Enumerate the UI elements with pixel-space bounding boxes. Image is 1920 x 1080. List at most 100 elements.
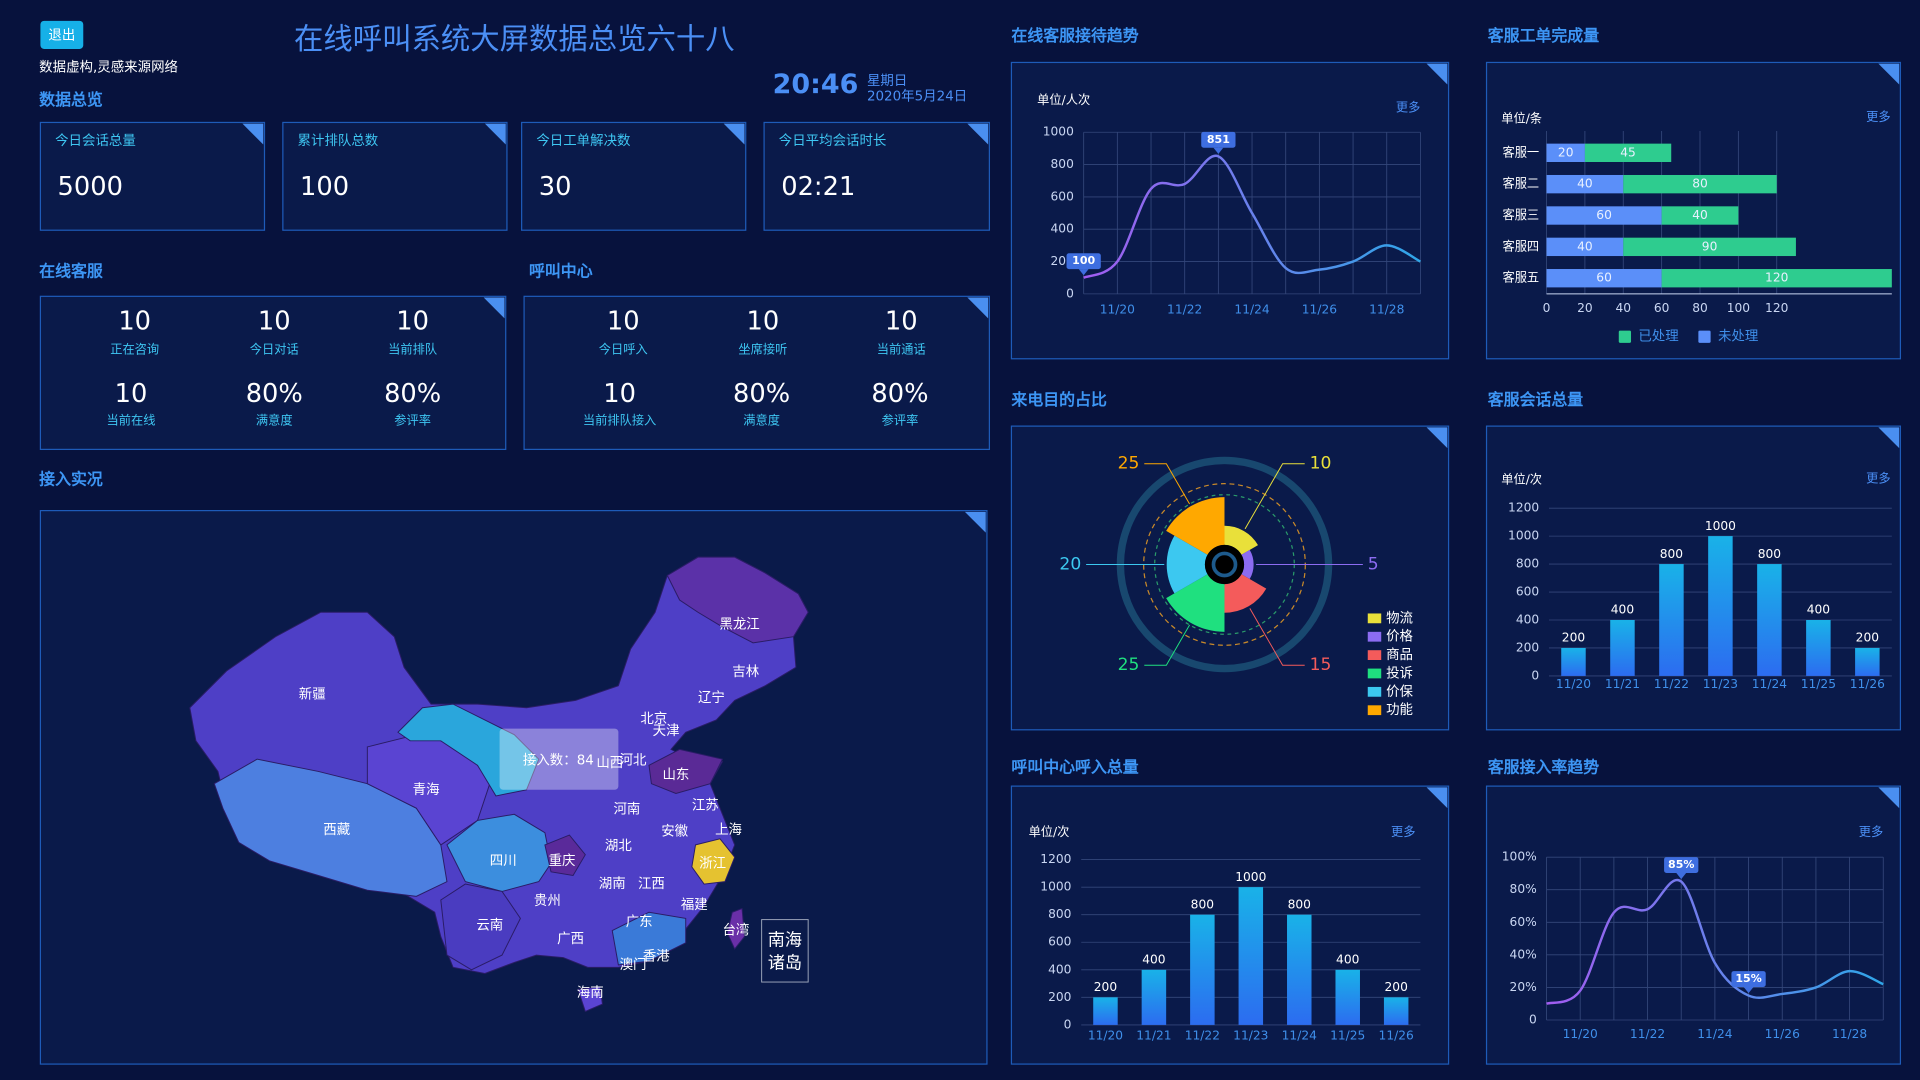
more-link[interactable]: 更多 [1859, 825, 1883, 839]
bar [1335, 969, 1360, 1025]
map-region [544, 834, 586, 877]
slice-label: 25 [1118, 454, 1140, 474]
x-tick-label: 11/28 [1369, 302, 1404, 316]
panel-corner [964, 511, 986, 533]
stat-value: 80% [246, 379, 303, 409]
weekday: 星期日 [867, 73, 907, 89]
panel-title: 客服接入率趋势 [1488, 757, 1599, 776]
rose-slice [1166, 574, 1225, 632]
y-tick-label: 600 [1048, 935, 1071, 949]
panel-corner [242, 123, 264, 145]
bar-segment [1546, 206, 1662, 225]
x-tick-label: 11/23 [1233, 1028, 1268, 1042]
y-tick-label: 客服四 [1502, 238, 1539, 253]
more-link[interactable]: 更多 [1396, 100, 1420, 114]
panel-title: 呼叫中心呼入总量 [1011, 757, 1138, 776]
province-label: 山东 [662, 767, 689, 783]
section-title: 接入实况 [39, 470, 103, 489]
panel-title: 客服会话总量 [1488, 390, 1584, 409]
y-tick-label: 600 [1516, 585, 1539, 599]
exit-label[interactable]: 退出 [48, 28, 75, 44]
x-tick-label: 11/28 [1832, 1027, 1867, 1041]
more-link[interactable]: 更多 [1391, 825, 1415, 839]
bar-segment [1546, 174, 1624, 194]
y-tick-label: 0 [1529, 1013, 1537, 1027]
bar-label: 400 [1336, 953, 1359, 967]
panel [763, 121, 991, 231]
stat-value: 10 [118, 307, 151, 337]
y-tick-label: 800 [1048, 907, 1071, 921]
y-tick-label: 40% [1510, 947, 1537, 961]
map-region [611, 911, 687, 966]
x-tick-label: 11/20 [1088, 1028, 1123, 1042]
card-value: 30 [539, 172, 572, 202]
unit-label: 单位/条 [1501, 110, 1542, 125]
legend-swatch [1367, 631, 1382, 642]
label-line [1144, 624, 1191, 666]
map-region [691, 838, 736, 885]
y-tick-label: 0 [1066, 286, 1074, 300]
map-region [213, 758, 448, 897]
legend-label: 价保 [1386, 684, 1413, 700]
province-label: 江苏 [692, 798, 719, 814]
province-label: 四川 [490, 854, 517, 869]
panel [39, 295, 507, 451]
pin-tip [1213, 147, 1224, 154]
province-label: 山西 [596, 755, 623, 771]
stat-label: 今日呼入 [599, 342, 648, 357]
bar-segment [1546, 269, 1662, 288]
x-tick-label: 11/23 [1703, 677, 1738, 691]
bar-label: 45 [1620, 145, 1636, 159]
province-label: 澳门 [620, 957, 647, 973]
province-label: 广西 [557, 931, 584, 947]
card-value: 5000 [58, 172, 123, 202]
card-value: 100 [300, 172, 349, 202]
card-value: 02:21 [781, 172, 855, 202]
note: 数据虚构,灵感来源网络 [39, 58, 178, 75]
x-tick-label: 11/20 [1563, 1027, 1598, 1041]
map-tooltip [499, 728, 619, 790]
panel-title: 来电目的占比 [1010, 390, 1107, 409]
bar [1806, 620, 1831, 676]
section-title: 呼叫中心 [529, 261, 593, 280]
x-tick-label: 120 [1765, 301, 1788, 315]
province-label: 云南 [476, 918, 503, 934]
province-label: 台湾 [722, 922, 749, 939]
bar-label: 1000 [1235, 870, 1266, 884]
legend-swatch [1367, 686, 1382, 697]
bar [1141, 969, 1167, 1025]
pin-label: 851 [1207, 133, 1230, 146]
bar-label: 800 [1288, 897, 1311, 911]
section-title: 在线客服 [39, 261, 103, 280]
province-label: 江西 [638, 876, 665, 892]
china-map [189, 556, 809, 1013]
x-tick-label: 11/25 [1330, 1028, 1365, 1042]
map-region [666, 556, 809, 644]
legend-label: 商品 [1386, 647, 1413, 663]
label-line [1249, 608, 1305, 666]
line-series [1083, 154, 1421, 279]
y-tick-label: 客服三 [1502, 207, 1539, 222]
panel [39, 121, 266, 231]
y-tick-label: 20% [1510, 980, 1537, 994]
bar-label: 400 [1142, 953, 1165, 967]
bar [1708, 536, 1733, 676]
panel-title: 客服工单完成量 [1488, 26, 1599, 45]
slice-label: 20 [1059, 554, 1081, 574]
x-tick-label: 11/26 [1850, 677, 1885, 691]
x-tick-label: 11/20 [1100, 302, 1135, 316]
x-tick-label: 11/22 [1630, 1027, 1665, 1041]
exit-button[interactable] [40, 20, 84, 49]
rose-slice [1241, 549, 1254, 580]
map-region [440, 883, 521, 971]
more-link[interactable]: 更多 [1866, 471, 1890, 485]
more-link[interactable]: 更多 [1866, 110, 1890, 124]
bar [1190, 914, 1215, 1025]
province-label: 河南 [613, 801, 640, 817]
x-tick-label: 60 [1654, 301, 1670, 315]
map-region [577, 986, 603, 1013]
panel-corner [967, 297, 989, 319]
bar-label: 1000 [1705, 519, 1736, 533]
